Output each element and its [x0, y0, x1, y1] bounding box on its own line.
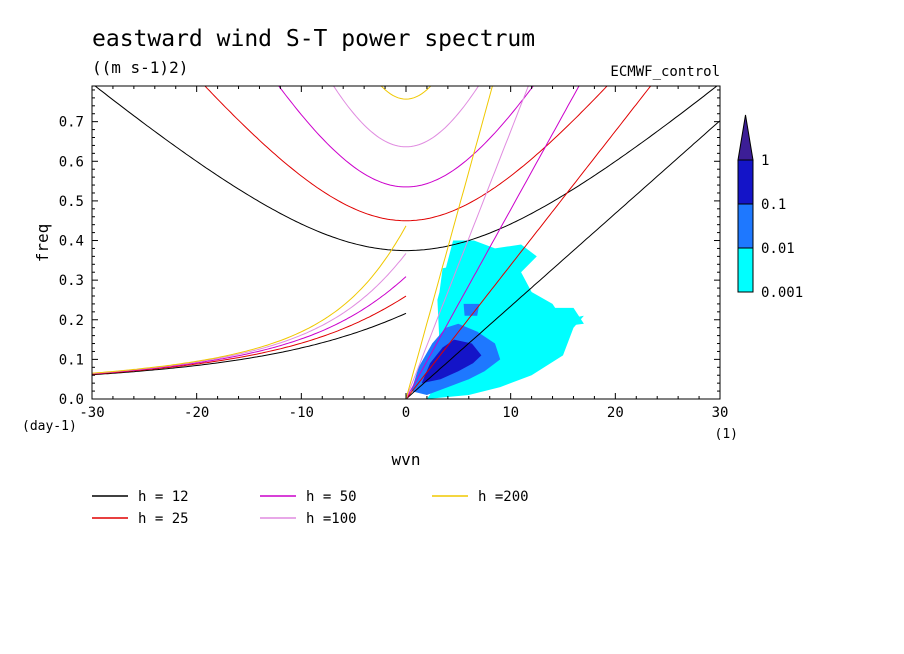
- x-axis-label: wvn: [392, 450, 421, 469]
- colorbar-label: 0.001: [761, 285, 803, 301]
- y-tick-label: 0.4: [59, 234, 84, 250]
- y-tick-label: 0.0: [59, 392, 84, 408]
- x-tick-label: 30: [712, 405, 729, 421]
- y-unit-label: (day-1): [22, 419, 77, 434]
- gravity-curve-h25: [204, 86, 608, 222]
- spectrum-patch-2: [542, 307, 584, 328]
- colorbar-label: 0.1: [761, 197, 786, 213]
- x-tick-label: -20: [184, 405, 209, 421]
- mrg-curve-h200: [92, 225, 407, 374]
- colorbar: 0.001 0.01 0.1 1: [737, 114, 803, 301]
- source-label: ECMWF_control: [610, 64, 720, 80]
- x-unit-label: (1): [715, 427, 738, 442]
- x-tick-label: 0: [402, 405, 410, 421]
- chart-units: ((m s-1)2): [92, 58, 188, 77]
- legend-label-h50: h = 50: [306, 489, 357, 505]
- chart-title: eastward wind S-T power spectrum: [92, 26, 535, 52]
- y-tick-label: 0.5: [59, 194, 84, 210]
- colorbar-box-2: [737, 159, 754, 205]
- x-tick-label: 10: [502, 405, 519, 421]
- mrg-curve-h25: [92, 295, 407, 375]
- legend-label-h25: h = 25: [138, 511, 189, 527]
- gravity-curve-h12: [94, 86, 718, 252]
- legend-label-h100: h =100: [306, 511, 357, 527]
- y-tick-label: 0.1: [59, 352, 84, 368]
- plot-frame: [91, 85, 721, 400]
- colorbar-label: 0.01: [761, 241, 795, 257]
- axis-ticks: -30 -20 -10 0 10 20 30 0.0 0.1 0.2 0.3 0.4 0.5 0.6 0.7: [59, 86, 729, 421]
- y-tick-label: 0.6: [59, 154, 84, 170]
- legend-label-h12: h = 12: [138, 489, 189, 505]
- colorbar-arrow: [737, 114, 754, 161]
- gravity-curve-h50: [278, 86, 534, 188]
- legend-label-h200: h =200: [478, 489, 529, 505]
- x-tick-label: 20: [607, 405, 624, 421]
- y-tick-label: 0.2: [59, 313, 84, 329]
- y-axis-label: freq: [33, 224, 52, 263]
- x-tick-label: -10: [289, 405, 314, 421]
- gravity-curve-h100: [332, 86, 480, 148]
- kelvin-curve-h25: [405, 86, 652, 399]
- mrg-curve-h12: [92, 312, 407, 376]
- spectrum-patch-4: [463, 303, 480, 316]
- kelvin-curve-h12: [405, 120, 720, 399]
- colorbar-box-1: [737, 203, 754, 249]
- gravity-curve-h200: [380, 86, 432, 100]
- colorbar-box-0: [737, 247, 754, 293]
- kelvin-curve-h50: [405, 86, 580, 399]
- colorbar-label: 1: [761, 153, 769, 169]
- y-tick-label: 0.7: [59, 115, 84, 131]
- kelvin-curve-h200: [405, 86, 493, 399]
- legend: h = 12 h = 25 h = 50 h =100 h =200: [92, 489, 529, 527]
- spectrum-patch-1: [439, 264, 464, 292]
- dispersion-curves: [92, 86, 720, 399]
- kelvin-curve-h100: [405, 86, 529, 399]
- y-tick-label: 0.3: [59, 273, 84, 289]
- x-tick-label: -30: [79, 405, 104, 421]
